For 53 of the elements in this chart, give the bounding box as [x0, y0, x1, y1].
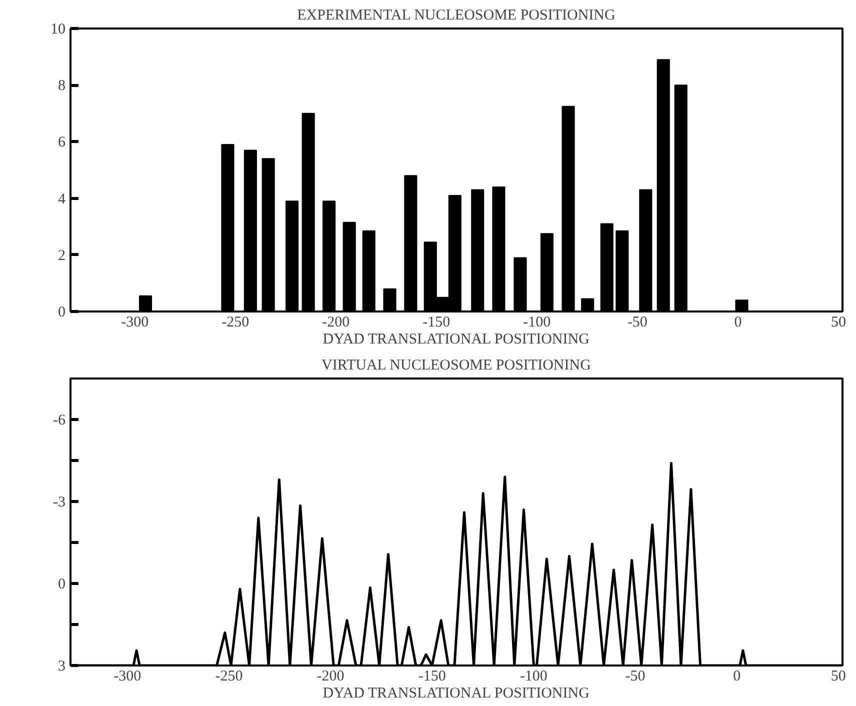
y-tick-label: -3 — [53, 494, 66, 510]
bar — [735, 300, 748, 312]
bar — [362, 230, 376, 312]
y-tick-label: 3 — [58, 658, 66, 674]
x-tick-label: -50 — [627, 314, 648, 330]
y-tick-label: 4 — [58, 191, 66, 208]
y-tick-label: 2 — [58, 248, 66, 264]
y-tick-label: 8 — [58, 78, 66, 94]
chart-title: EXPERIMENTAL NUCLEOSOME POSITIONING — [297, 8, 616, 24]
x-tick-label: -200 — [322, 314, 350, 330]
x-tick-label: -150 — [418, 668, 446, 684]
bar — [492, 186, 506, 312]
bar — [540, 233, 554, 312]
y-tick-label: 0 — [58, 576, 66, 592]
x-tick-label: -300 — [114, 668, 142, 684]
chart-title: VIRTUAL NUCLEOSOME POSITIONING — [322, 358, 592, 374]
x-tick-label: -200 — [316, 668, 344, 684]
bar — [322, 200, 336, 312]
bar — [674, 84, 688, 312]
x-tick-label: -100 — [523, 314, 551, 330]
x-tick-label: -100 — [520, 668, 548, 684]
x-axis-title: DYAD TRANSLATIONAL POSITIONING — [322, 332, 590, 348]
bar — [221, 144, 234, 312]
x-tick-label: 50 — [830, 314, 846, 330]
bar — [138, 295, 152, 312]
x-tick-label: -250 — [215, 668, 243, 684]
x-tick-label: -50 — [625, 668, 646, 684]
x-tick-label: -250 — [222, 314, 250, 330]
bar — [562, 106, 575, 312]
x-axis-title: DYAD TRANSLATIONAL POSITIONING — [322, 686, 590, 702]
x-tick-label: -300 — [121, 314, 149, 330]
x-tick-label: 50 — [830, 668, 846, 684]
bar — [404, 175, 418, 312]
y-tick-label: 10 — [50, 22, 66, 38]
bar — [383, 288, 396, 312]
bar — [639, 189, 652, 312]
bar — [581, 298, 594, 312]
y-tick-label: 0 — [58, 304, 66, 320]
x-tick-label: 0 — [734, 314, 742, 330]
bar — [286, 200, 299, 312]
y-tick-label: 6 — [58, 134, 66, 151]
bar — [616, 230, 629, 312]
bar — [656, 59, 670, 312]
x-tick-label: -150 — [422, 314, 450, 330]
bar — [244, 150, 257, 312]
bar — [302, 112, 315, 312]
bar — [262, 158, 275, 312]
bar — [342, 222, 356, 312]
x-tick-label: 0 — [733, 668, 741, 684]
bar — [471, 189, 484, 312]
bar — [514, 257, 527, 312]
y-tick-label: -6 — [53, 412, 66, 428]
bar — [600, 223, 614, 312]
